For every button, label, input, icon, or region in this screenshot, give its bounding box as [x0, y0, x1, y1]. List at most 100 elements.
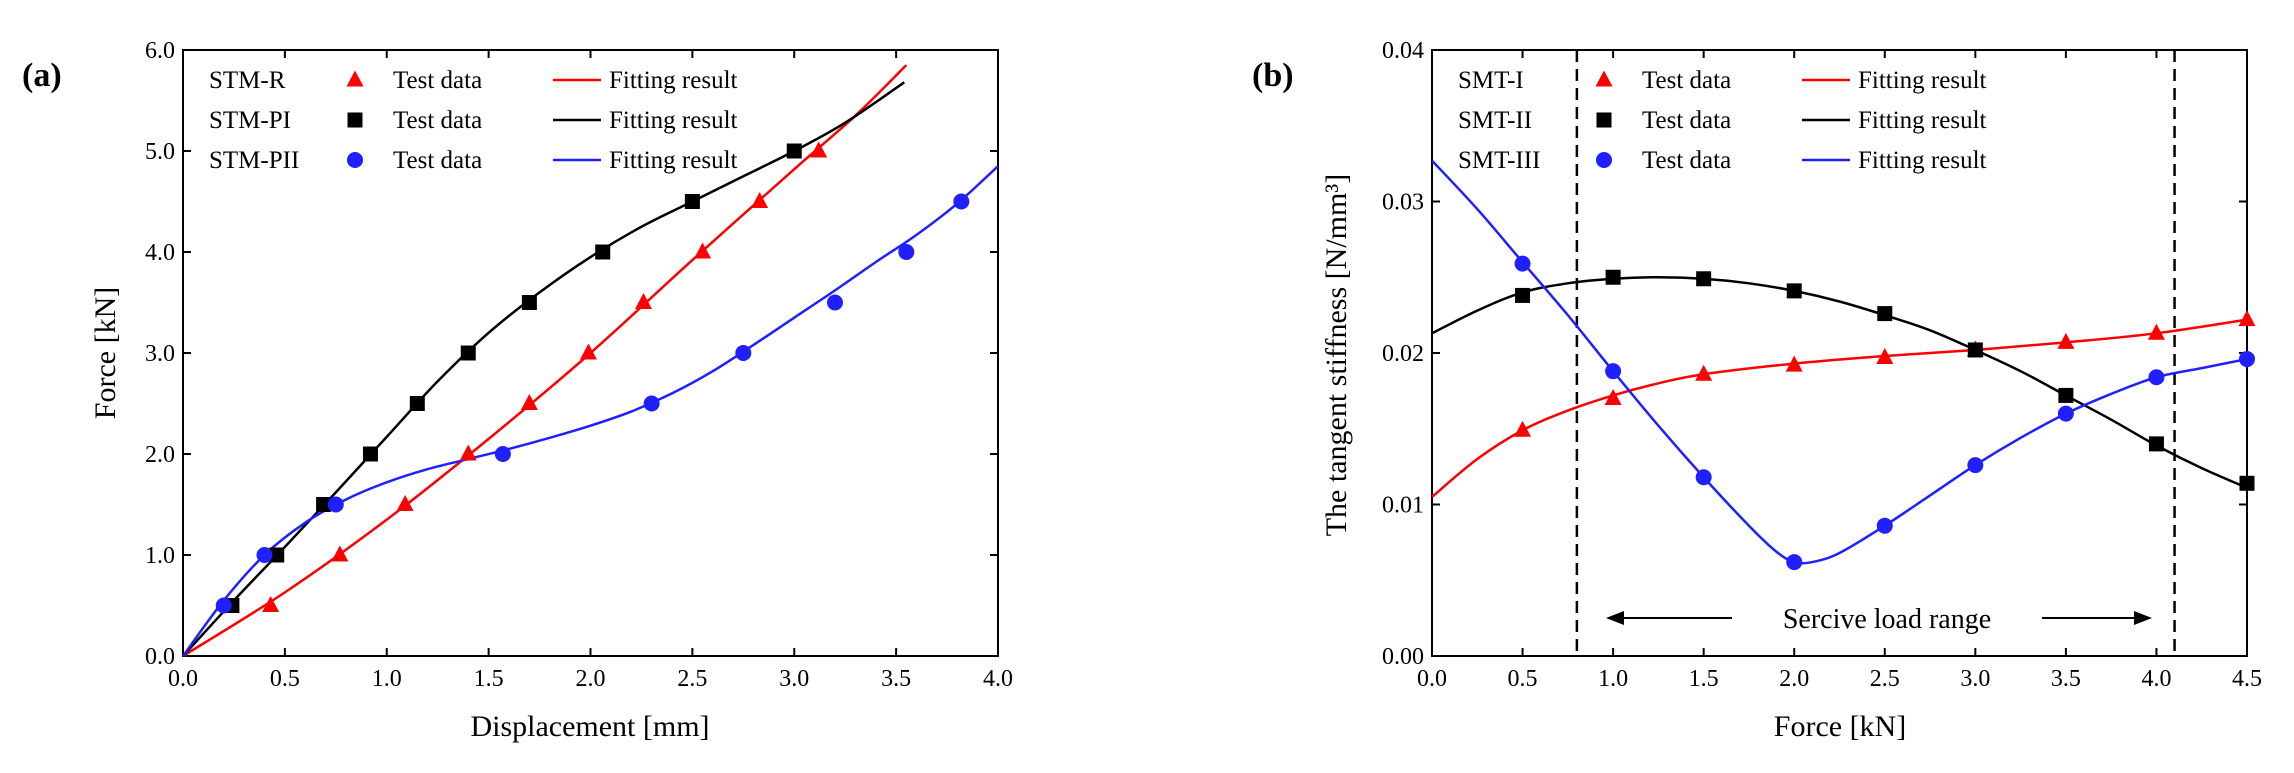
x-tick-label: 3.0 — [1960, 666, 1990, 692]
x-tick-label: 4.0 — [983, 666, 1013, 692]
service-range-lines — [1575, 50, 2176, 656]
test-point-stm-r — [520, 394, 538, 410]
test-point-stm-r — [694, 242, 712, 259]
test-point-smt-ii — [1786, 283, 1802, 299]
legend-marker — [1596, 112, 1612, 128]
test-point-stm-pi — [409, 396, 425, 411]
test-point-stm-pii — [256, 547, 273, 563]
range-arrowhead-left — [1606, 611, 1624, 625]
test-point-stm-pii — [643, 395, 660, 412]
legend-a: STM-R Test data Fitting result STM-PI Test d… — [209, 67, 738, 174]
y-tick-label: 3.0 — [145, 341, 175, 367]
test-point-stm-pii — [215, 597, 232, 614]
test-point-smt-iii — [2239, 351, 2255, 368]
test-point-stm-pi — [786, 143, 802, 159]
test-point-stm-r — [751, 192, 769, 208]
test-point-stm-r — [331, 545, 349, 562]
test-point-smt-ii — [1696, 271, 1712, 287]
test-point-smt-ii — [1967, 342, 1983, 358]
legend-marker — [1596, 152, 1612, 168]
y-tick-label: 1.0 — [145, 543, 175, 569]
y-tick-label: 0.03 — [1382, 190, 1424, 216]
legend-marker — [1595, 70, 1613, 87]
test-point-smt-iii — [1786, 554, 1803, 571]
x-tick-label: 1.5 — [474, 666, 504, 692]
test-point-stm-pii — [898, 244, 915, 260]
legend-line-label: Fitting result — [609, 107, 738, 134]
x-axis-label-b: Force [kN] — [1774, 710, 1906, 743]
test-point-smt-ii — [1877, 306, 1893, 322]
legend-series-name: STM-PII — [209, 147, 299, 174]
test-point-stm-r — [810, 141, 828, 158]
y-tick-label: 6.0 — [145, 38, 175, 64]
ticks-a: 0.0 0.5 1.0 1.5 2.0 2.5 3.0 3.5 4.0 0.0 1.0 2.0 3.0 4… — [145, 38, 1013, 692]
test-markers-a — [215, 141, 970, 614]
test-point-stm-r — [579, 343, 597, 360]
test-point-stm-pi — [269, 547, 285, 563]
y-tick-label: 0.00 — [1382, 644, 1424, 670]
x-tick-label: 1.0 — [372, 666, 402, 692]
test-point-stm-pi — [460, 345, 476, 361]
legend-b: SMT-I Test data Fitting result SMT-II Test d… — [1458, 67, 1987, 174]
panel-label-a: (a) — [22, 57, 62, 94]
test-point-stm-pii — [953, 193, 970, 210]
test-point-stm-pii — [494, 446, 511, 462]
test-point-stm-pi — [595, 244, 611, 260]
service-range-annotation: Sercive load range — [1606, 604, 2152, 635]
panel-b: (b) 0.0 0.5 1.0 1.5 2.0 2.5 3.0 3.5 4.0 4.50.000.… — [1252, 38, 2262, 743]
legend-line-label: Fitting result — [1858, 107, 1987, 134]
test-point-stm-pii — [827, 294, 843, 311]
legend-marker — [346, 70, 364, 87]
fit-line-stm-r — [182, 64, 908, 658]
range-label: Sercive load range — [1783, 604, 1991, 635]
fit-line-stm-pii — [181, 165, 999, 657]
panel-label-b: (b) — [1252, 57, 1294, 94]
legend-marker-label: Test data — [1642, 107, 1731, 134]
legend-line-label: Fitting result — [1858, 67, 1987, 94]
y-tick-label: 2.0 — [145, 442, 175, 468]
test-point-smt-i — [1785, 355, 1803, 372]
legend-marker-label: Test data — [1642, 147, 1731, 174]
test-point-stm-r — [634, 293, 652, 309]
legend-marker-label: Test data — [1642, 67, 1731, 94]
x-tick-label: 0.5 — [1508, 666, 1538, 692]
x-axis-label-a: Displacement [mm] — [470, 710, 709, 743]
test-point-smt-iii — [1605, 363, 1622, 380]
test-point-stm-pii — [735, 345, 752, 361]
test-point-smt-i — [1514, 420, 1532, 437]
legend-series-name: SMT-II — [1458, 107, 1532, 134]
test-point-stm-pii — [327, 496, 344, 513]
test-point-smt-iii — [1876, 517, 1893, 534]
test-point-stm-pi — [316, 497, 332, 512]
test-point-smt-i — [1695, 364, 1713, 381]
test-point-stm-pi — [684, 194, 700, 209]
panel-a: (a) 0.0 0.5 1.0 1.5 2.0 2.5 3.0 3.5 4.0 0.0 1.0 2.0… — [22, 38, 1013, 743]
test-point-smt-ii — [1515, 287, 1531, 303]
test-point-stm-r — [459, 444, 477, 461]
legend-line-label: Fitting result — [1858, 147, 1987, 174]
test-point-smt-i — [2238, 310, 2256, 327]
test-point-smt-i — [2147, 323, 2165, 340]
y-tick-label: 5.0 — [145, 139, 175, 165]
y-axis-label-a: Force [kN] — [89, 287, 122, 419]
legend-line-label: Fitting result — [609, 147, 738, 174]
test-point-smt-iii — [2148, 369, 2165, 386]
test-point-smt-ii — [2148, 436, 2164, 452]
legend-series-name: STM-PI — [209, 107, 291, 134]
x-tick-label: 2.0 — [1779, 666, 1809, 692]
test-point-smt-ii — [1605, 269, 1621, 285]
legend-marker-label: Test data — [393, 67, 482, 94]
test-point-smt-i — [1876, 348, 1894, 365]
range-arrowhead-right — [2134, 611, 2152, 625]
test-point-stm-r — [396, 495, 414, 511]
test-point-smt-ii — [2058, 387, 2074, 403]
y-tick-label: 0.01 — [1382, 493, 1424, 519]
legend-marker — [347, 152, 363, 168]
x-tick-label: 0.0 — [1417, 666, 1447, 692]
test-point-smt-i — [1604, 388, 1622, 405]
x-tick-label: 3.0 — [779, 666, 809, 692]
test-point-smt-i — [2057, 332, 2075, 349]
test-point-stm-pi — [521, 295, 537, 310]
fit-line-smt-iii — [1431, 159, 2248, 565]
x-tick-label: 1.5 — [1689, 666, 1719, 692]
